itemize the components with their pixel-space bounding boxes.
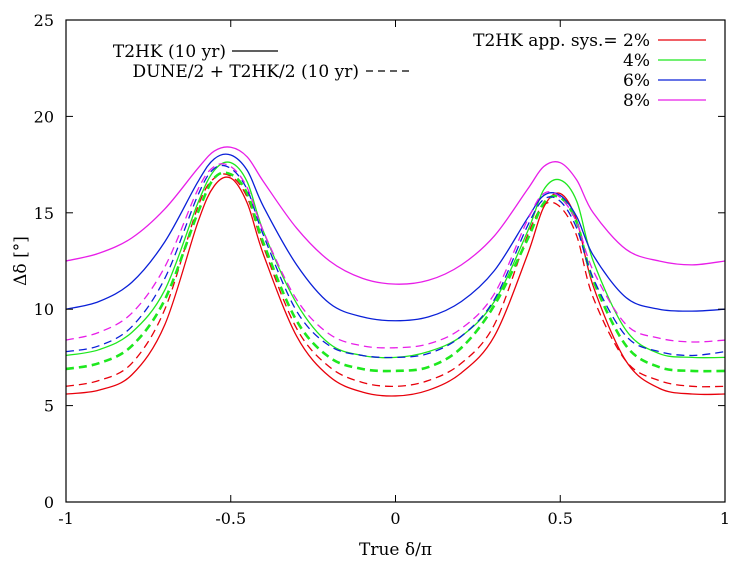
series-line-7 [65,163,726,349]
curves-layer [65,146,726,397]
y-tick-label: 15 [34,204,54,223]
y-tick-label: 10 [34,300,54,319]
legend-sys-label-4pct: 4% [623,51,650,71]
y-tick-label: 5 [44,397,54,416]
legend-style-label-dashed: DUNE/2 + T2HK/2 (10 yr) [133,62,360,82]
legend-sys: T2HK app. sys.= 2% 4% 6% 8% [473,31,706,111]
x-tick-label: -0.5 [215,509,246,528]
y-axis-label: Δδ [°] [11,236,31,286]
y-tick-label: 25 [34,11,54,30]
series-line-5 [65,164,726,359]
x-tick-label: 1 [720,509,730,528]
legend-sys-label-8pct: 8% [623,91,650,111]
legend-style: T2HK (10 yr) DUNE/2 + T2HK/2 (10 yr) [113,42,410,82]
series-line-4 [65,153,726,322]
legend-sys-label-2pct: T2HK app. sys.= 2% [473,31,650,51]
series-line-6 [65,146,726,285]
x-tick-label: 0 [390,509,400,528]
series-line-0 [65,176,726,397]
y-tick-label: 0 [44,493,54,512]
x-tick-label: 0.5 [548,509,573,528]
x-tick-label: -1 [58,509,74,528]
x-axis-label: True δ/π [359,540,432,560]
y-tick-label: 20 [34,107,54,126]
series-line-3 [65,171,726,373]
legend-sys-label-6pct: 6% [623,71,650,91]
series-line-2 [65,161,726,359]
legend-style-label-solid: T2HK (10 yr) [113,42,226,62]
series-line-1 [65,173,726,388]
